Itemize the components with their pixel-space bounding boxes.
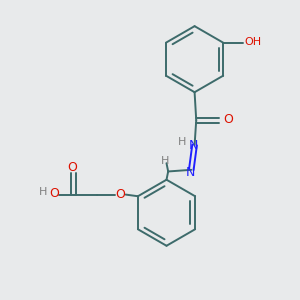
Text: N: N xyxy=(186,166,195,179)
Text: OH: OH xyxy=(244,37,261,47)
Text: N: N xyxy=(189,139,199,152)
Text: O: O xyxy=(49,188,58,200)
Text: O: O xyxy=(115,188,125,201)
Text: H: H xyxy=(39,187,47,197)
Text: O: O xyxy=(67,161,77,174)
Text: H: H xyxy=(178,137,186,147)
Text: O: O xyxy=(223,113,233,126)
Text: H: H xyxy=(161,156,169,166)
